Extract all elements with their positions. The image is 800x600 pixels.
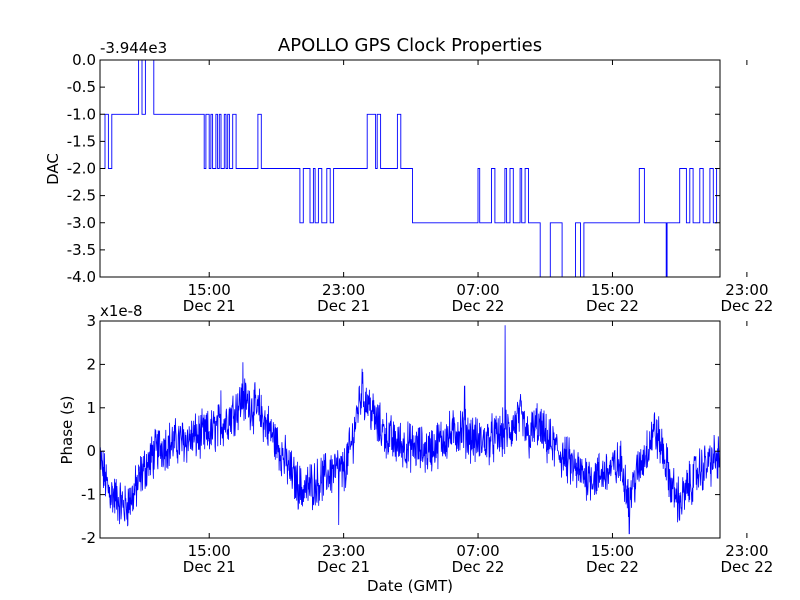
x-tick-label-time: 23:00 — [725, 281, 768, 299]
dac-series — [100, 59, 720, 278]
x-tick-label-date: Dec 22 — [720, 558, 773, 576]
x-tick-label-date: Dec 21 — [183, 558, 236, 576]
x-tick-label-time: 15:00 — [591, 542, 634, 560]
dac-y-axis-label: DAC — [44, 153, 62, 185]
x-tick-label-date: Dec 21 — [317, 297, 370, 315]
chart-title: APOLLO GPS Clock Properties — [278, 35, 542, 56]
x-tick-label-time: 23:00 — [725, 542, 768, 560]
x-tick-label-time: 07:00 — [456, 281, 499, 299]
dac-offset-label: -3.944e3 — [100, 39, 167, 57]
x-tick-label-date: Dec 21 — [183, 297, 236, 315]
x-tick-label-date: Dec 22 — [452, 297, 505, 315]
x-tick-label-time: 15:00 — [188, 281, 231, 299]
y-tick-label: -0.5 — [67, 78, 96, 96]
y-tick-label: -1.0 — [67, 105, 96, 123]
x-tick-label-date: Dec 22 — [586, 558, 639, 576]
y-tick-label: -2 — [81, 529, 96, 547]
x-tick-label-time: 07:00 — [456, 542, 499, 560]
x-tick-label-date: Dec 22 — [452, 558, 505, 576]
y-tick-label: 3 — [86, 312, 96, 330]
x-tick-label-time: 15:00 — [591, 281, 634, 299]
y-tick-label: -4.0 — [67, 268, 96, 286]
x-tick-label-time: 23:00 — [322, 281, 365, 299]
y-tick-label: -2.0 — [67, 160, 96, 178]
x-tick-label-date: Dec 22 — [720, 297, 773, 315]
phase-plot-frame — [99, 320, 721, 539]
y-tick-label: 2 — [86, 355, 96, 373]
phase-y-axis-label: Phase (s) — [58, 395, 76, 464]
y-tick-label: -2.5 — [67, 187, 96, 205]
phase-series — [99, 325, 721, 535]
dac-plot-frame — [99, 59, 721, 278]
x-tick-label-date: Dec 22 — [586, 297, 639, 315]
y-tick-label: -3.0 — [67, 214, 96, 232]
y-tick-label: -1 — [81, 486, 96, 504]
x-tick-label-time: 23:00 — [322, 542, 365, 560]
y-tick-label: 0.0 — [72, 51, 96, 69]
y-tick-label: -1.5 — [67, 132, 96, 150]
y-tick-label: -3.5 — [67, 241, 96, 259]
dac-line — [100, 59, 720, 278]
x-axis-label: Date (GMT) — [367, 577, 453, 595]
y-tick-label: 1 — [86, 399, 96, 417]
x-tick-label-date: Dec 21 — [317, 558, 370, 576]
phase-offset-label: x1e-8 — [100, 302, 143, 320]
x-tick-label-time: 15:00 — [188, 542, 231, 560]
y-tick-label: 0 — [86, 442, 96, 460]
phase-line — [99, 325, 721, 535]
